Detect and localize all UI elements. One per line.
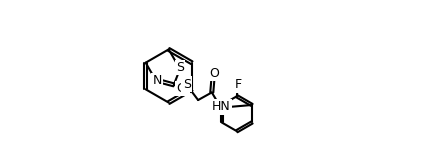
Text: HN: HN	[212, 100, 230, 113]
Text: S: S	[183, 78, 191, 91]
Text: F: F	[235, 78, 242, 91]
Text: N: N	[153, 74, 162, 87]
Text: S: S	[176, 61, 184, 74]
Text: O: O	[209, 67, 219, 80]
Text: Cl: Cl	[176, 82, 189, 95]
